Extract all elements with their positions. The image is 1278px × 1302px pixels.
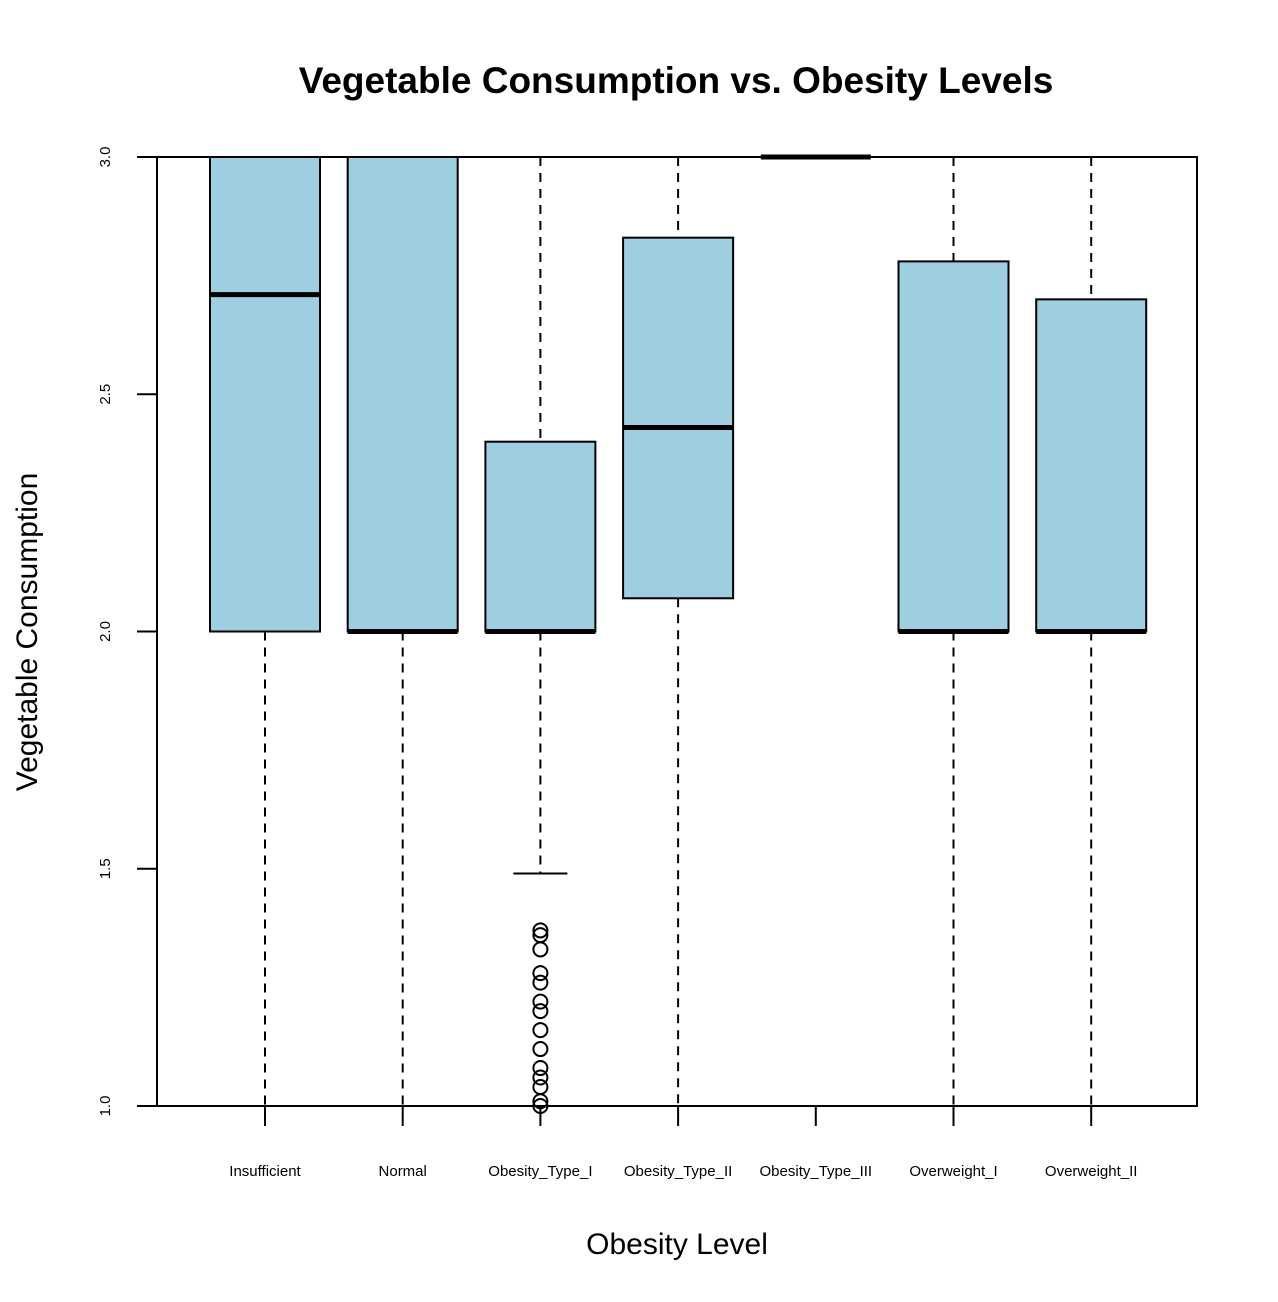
box-obesity-type-ii (622, 156, 735, 1107)
x-axis-title: Obesity Level (586, 1228, 768, 1261)
box-insufficient (209, 156, 321, 1107)
outlier-point (532, 974, 549, 991)
x-tick-label: Overweight_II (1045, 1163, 1138, 1180)
outlier-point (532, 1041, 549, 1058)
outlier-point (532, 1060, 549, 1077)
x-tick-label: Obesity_Type_II (624, 1163, 732, 1180)
outlier-point (532, 965, 549, 982)
box-iqr (209, 156, 321, 633)
box-obesity-type-i (484, 156, 597, 1114)
chart-title: Vegetable Consumption vs. Obesity Levels (299, 60, 1054, 101)
x-tick-label: Insufficient (229, 1163, 301, 1180)
x-tick-label: Obesity_Type_I (488, 1163, 592, 1180)
y-tick-label: 1.5 (97, 858, 114, 879)
y-tick-label: 2.0 (97, 621, 114, 642)
outlier-point (532, 922, 549, 939)
y-tick-label: 3.0 (97, 147, 114, 168)
outlier-point (532, 1093, 549, 1110)
box-iqr (897, 260, 1010, 633)
x-axis: Insufficient Normal Obesity_Type_I Obesity_… (229, 1106, 1137, 1180)
boxplot-series (209, 154, 1148, 1114)
box-iqr (346, 156, 459, 633)
y-tick-label: 2.5 (97, 384, 114, 405)
outlier-point (532, 993, 549, 1010)
box-overweight-i (897, 156, 1010, 1107)
outlier-point (532, 1022, 549, 1039)
y-axis-title: Vegetable Consumption (11, 473, 44, 792)
box-iqr (1035, 298, 1148, 633)
outlier-point (532, 1079, 549, 1096)
x-tick-label: Normal (379, 1163, 427, 1180)
y-tick-label: 1.0 (97, 1096, 114, 1117)
outlier-point (532, 1069, 549, 1086)
box-normal (346, 156, 459, 1107)
box-iqr (484, 440, 597, 633)
outlier-point (532, 1098, 549, 1114)
box-iqr (622, 236, 735, 600)
outlier-point (532, 941, 549, 958)
box-overweight-ii (1035, 156, 1148, 1107)
outlier-point (532, 1003, 549, 1020)
x-tick-label: Obesity_Type_III (760, 1163, 873, 1180)
x-tick-label: Overweight_I (909, 1163, 997, 1180)
y-axis: 1.0 1.5 2.0 2.5 3.0 (97, 147, 158, 1117)
